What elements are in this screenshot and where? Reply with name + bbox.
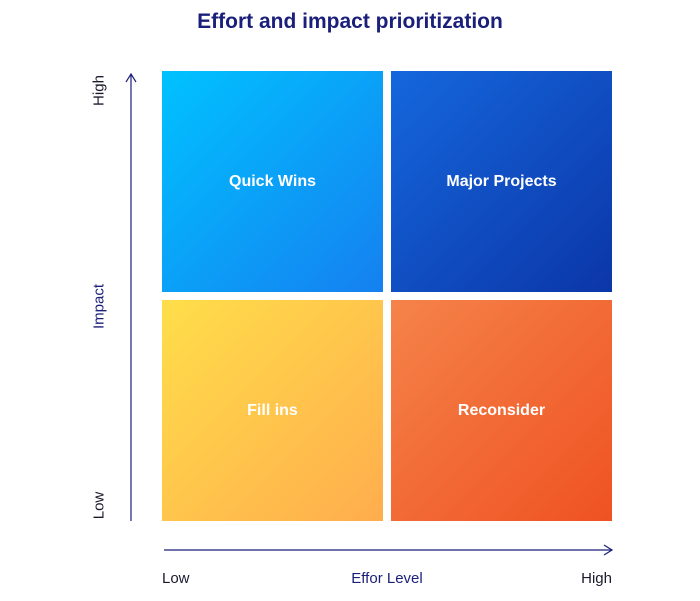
quadrant-major-projects: Major Projects	[391, 71, 612, 292]
x-axis-low-label: Low	[162, 570, 190, 587]
quadrant-label: Reconsider	[457, 401, 546, 419]
quadrant-label: Quick Wins	[229, 172, 316, 190]
chart-title: Effort and impact prioritization	[197, 10, 503, 33]
x-axis-arrow-icon	[603, 544, 614, 556]
quadrant-reconsider: Reconsider	[391, 300, 612, 521]
y-axis-title: Impact	[90, 284, 108, 330]
y-axis-low-label: Low	[90, 491, 108, 520]
quadrant-label: Major Projects	[446, 172, 557, 190]
y-axis-high-label: High	[90, 75, 108, 106]
quadrant-label: Fill ins	[247, 401, 298, 419]
x-axis-title: Effor Level	[351, 570, 423, 587]
y-axis-arrow-icon	[125, 72, 137, 83]
quadrant-quick-wins: Quick Wins	[162, 71, 383, 292]
x-axis-high-label: High	[581, 570, 612, 587]
quadrant-fill-ins: Fill ins	[162, 300, 383, 521]
